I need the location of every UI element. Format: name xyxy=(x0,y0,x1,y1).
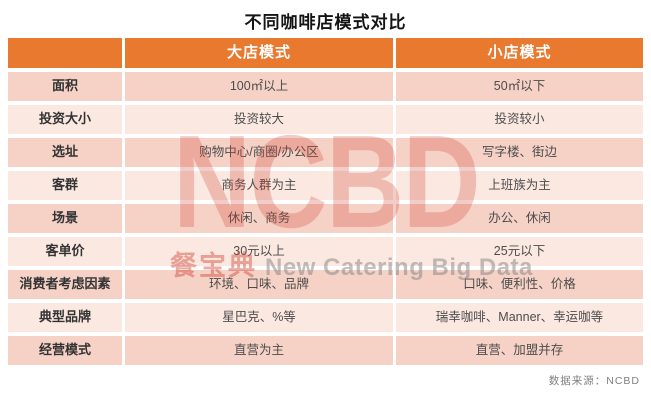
cell-value-big: 环境、口味、品牌 xyxy=(125,270,393,299)
cell-value-big: 商务人群为主 xyxy=(125,171,393,200)
cell-value-small: 写字楼、街边 xyxy=(396,138,643,167)
cell-value-small: 投资较小 xyxy=(396,105,643,134)
cell-value-big: 购物中心/商圈/办公区 xyxy=(125,138,393,167)
row-label: 选址 xyxy=(8,138,122,167)
cell-value-small: 瑞幸咖啡、Manner、幸运咖等 xyxy=(396,303,643,332)
row-label: 场景 xyxy=(8,204,122,233)
row-label: 投资大小 xyxy=(8,105,122,134)
col-header-big-store: 大店模式 xyxy=(125,38,393,68)
cell-value-small: 25元以下 xyxy=(396,237,643,266)
cell-value-big: 投资较大 xyxy=(125,105,393,134)
cell-value-small: 办公、休闲 xyxy=(396,204,643,233)
row-label: 消费者考虑因素 xyxy=(8,270,122,299)
row-label: 经营模式 xyxy=(8,336,122,365)
page-title: 不同咖啡店模式对比 xyxy=(244,13,407,32)
cell-value-big: 100㎡以上 xyxy=(125,72,393,101)
cell-value-big: 30元以上 xyxy=(125,237,393,266)
row-label: 客群 xyxy=(8,171,122,200)
col-header-empty xyxy=(8,38,122,68)
cell-value-big: 直营为主 xyxy=(125,336,393,365)
cell-value-small: 直营、加盟并存 xyxy=(396,336,643,365)
cell-value-big: 休闲、商务 xyxy=(125,204,393,233)
cell-value-small: 50㎡以下 xyxy=(396,72,643,101)
row-label: 客单价 xyxy=(8,237,122,266)
comparison-table: 大店模式 小店模式 面积 100㎡以上 50㎡以下 投资大小 投资较大 投资较小… xyxy=(8,38,643,365)
cell-value-small: 口味、便利性、价格 xyxy=(396,270,643,299)
data-source-note: 数据来源：NCBD xyxy=(548,375,640,387)
cell-value-small: 上班族为主 xyxy=(396,171,643,200)
row-label: 面积 xyxy=(8,72,122,101)
cell-value-big: 星巴克、%等 xyxy=(125,303,393,332)
col-header-small-store: 小店模式 xyxy=(396,38,643,68)
row-label: 典型品牌 xyxy=(8,303,122,332)
